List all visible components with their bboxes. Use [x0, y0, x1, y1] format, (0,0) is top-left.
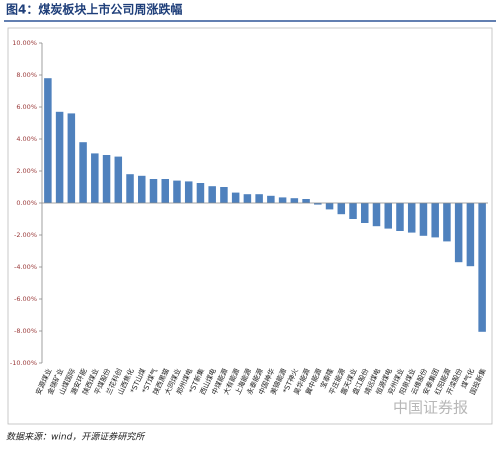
bar [184, 181, 193, 203]
y-tick-label: -10.00% [10, 359, 37, 367]
bar [325, 203, 334, 210]
chart-title: 图4：煤炭板块上市公司周涨跌幅 [6, 2, 182, 17]
y-tick-label: 10.00% [12, 39, 37, 47]
bar [102, 155, 111, 203]
bar [126, 174, 134, 203]
bar [431, 203, 439, 238]
bar [231, 192, 240, 203]
bar [161, 179, 169, 203]
y-tick-label: 0.00% [16, 199, 37, 207]
bar [138, 175, 146, 203]
bar [396, 203, 404, 231]
bar [478, 203, 486, 332]
bar [173, 180, 181, 203]
bar [255, 194, 263, 203]
bar [67, 113, 76, 203]
bar [302, 199, 310, 203]
bar [267, 195, 275, 203]
y-tick-label: -4.00% [14, 263, 37, 271]
plot-frame [7, 27, 493, 425]
bar [384, 203, 392, 229]
bar [443, 203, 451, 242]
y-tick-label: -2.00% [14, 231, 37, 239]
y-tick-label: 6.00% [16, 103, 37, 111]
bar [196, 183, 205, 203]
y-tick-label: 8.00% [16, 71, 37, 79]
watermark: 中国证券报 [393, 399, 468, 417]
bar [278, 197, 287, 203]
bar [220, 187, 228, 203]
source-note: 数据来源：wind，开源证券研究所 [6, 432, 146, 443]
bar [361, 203, 369, 223]
bar [55, 111, 64, 203]
y-tick-label: 4.00% [16, 135, 37, 143]
bar [314, 203, 322, 205]
y-tick-label: -8.00% [14, 327, 37, 335]
bar [79, 142, 87, 203]
bar [91, 153, 99, 203]
bar [372, 203, 381, 227]
bar [349, 203, 357, 219]
bar [243, 194, 252, 203]
bar [290, 198, 299, 203]
bar [208, 186, 216, 203]
bar [149, 179, 158, 203]
bar [454, 203, 463, 263]
bar [337, 203, 346, 215]
y-tick-label: 2.00% [16, 167, 37, 175]
bar [419, 203, 428, 236]
bar [44, 78, 52, 203]
y-tick-label: -6.00% [14, 295, 37, 303]
bar [466, 203, 475, 267]
bar [114, 156, 123, 203]
bar [407, 203, 416, 233]
